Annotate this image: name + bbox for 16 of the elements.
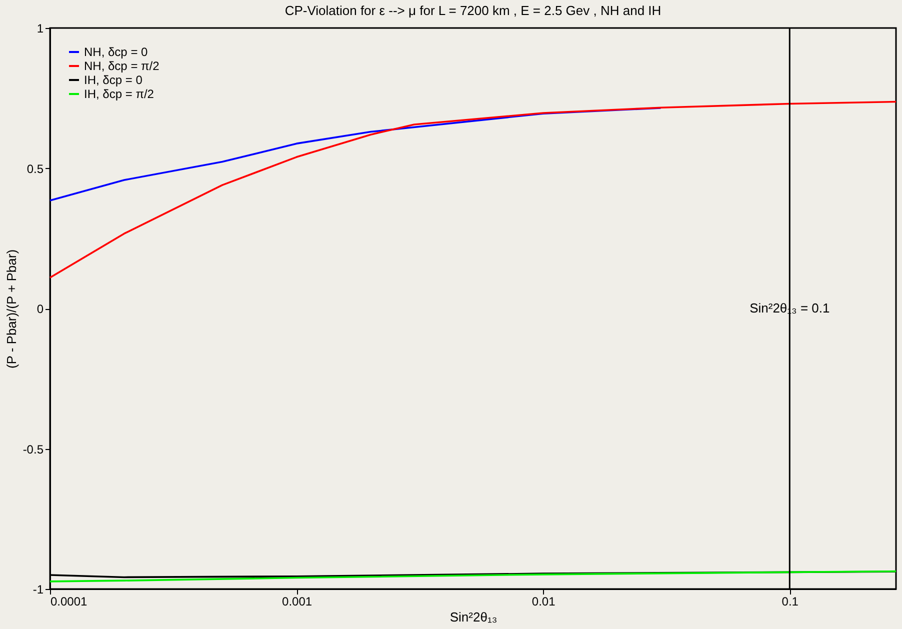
y-tick-label: 1 [36, 22, 44, 36]
legend-label: NH, δcp = π/2 [84, 59, 160, 73]
x-tick-label: 0.1 [782, 594, 799, 608]
y-axis-title: (P - Pbar)/(P + Pbar) [4, 249, 19, 369]
y-tick-label: -1 [32, 582, 44, 596]
legend-label: NH, δcp = 0 [84, 45, 148, 59]
y-tick-label: 0 [36, 302, 44, 316]
legend-label: IH, δcp = 0 [84, 73, 143, 87]
y-tick-label: -0.5 [22, 442, 44, 456]
legend-label: IH, δcp = π/2 [84, 87, 154, 101]
chart-title: CP-Violation for ε --> μ for L = 7200 km , E = 2.5 Gev , NH and IH [284, 3, 662, 18]
y-tick-label: 0.5 [26, 162, 44, 176]
x-tick-label: 0.001 [282, 594, 312, 608]
x-tick-label: 0.0001 [50, 594, 88, 608]
x-axis-title: Sin²2θ₁₃ [450, 610, 498, 624]
x-tick-label: 0.01 [532, 594, 556, 608]
